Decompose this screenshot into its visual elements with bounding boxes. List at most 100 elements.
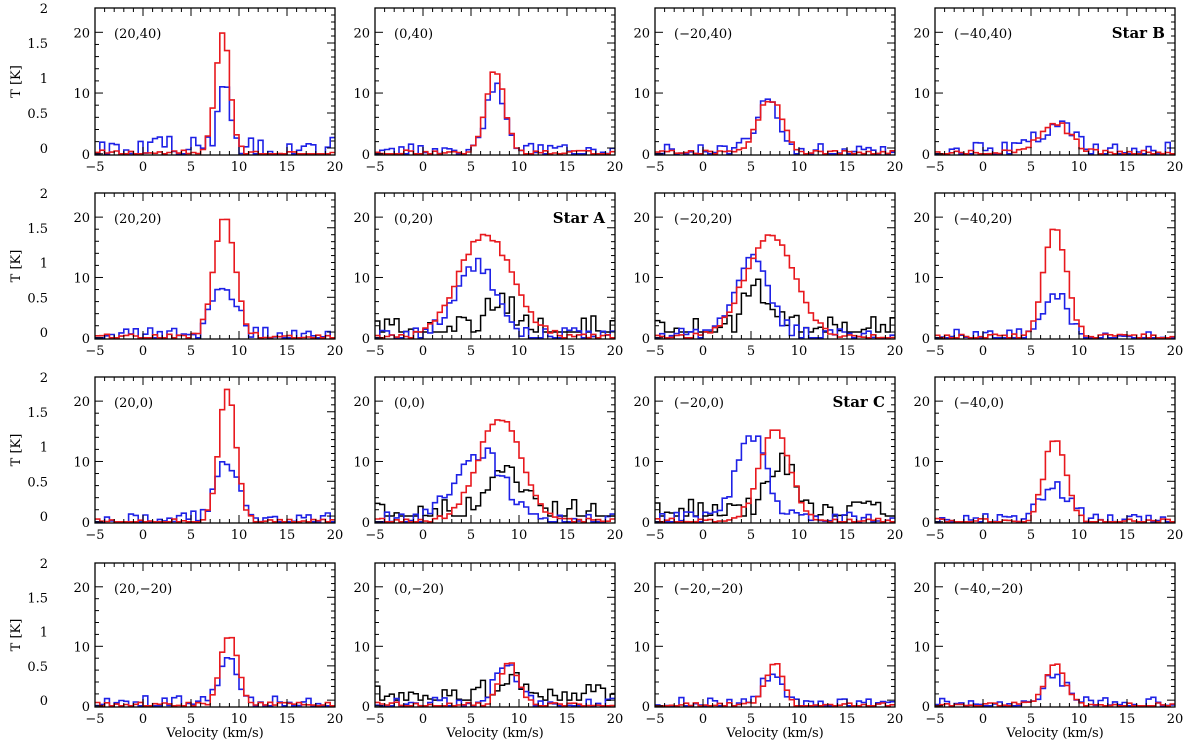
position-label: (−20,20)	[674, 212, 732, 227]
series-red-line	[655, 663, 895, 707]
series-blue-line	[655, 435, 895, 523]
x-tick-label: 5	[467, 528, 475, 543]
x-tick-label: 5	[1027, 712, 1035, 727]
x-tick-label: −5	[925, 344, 944, 359]
x-tick-label: 20	[327, 528, 344, 543]
outer-y-tick-label: 0	[40, 510, 48, 525]
series-red-line	[935, 663, 1175, 707]
y-axis-title: T [K]	[9, 434, 24, 467]
panel-frame	[94, 562, 336, 708]
y-tick-label: 10	[73, 87, 90, 102]
position-label: (−20,40)	[674, 27, 732, 42]
outer-y-tick-label: 1.5	[27, 37, 48, 52]
series-blue-line	[655, 98, 895, 155]
x-tick-label: 20	[887, 528, 904, 543]
x-tick-label: 15	[839, 160, 856, 175]
x-tick-label: 0	[699, 528, 707, 543]
series-blue-line	[375, 447, 615, 523]
series-blue-line	[935, 673, 1175, 707]
series-black-line	[655, 452, 895, 517]
x-tick-label: 5	[467, 160, 475, 175]
x-tick-label: 20	[1167, 160, 1184, 175]
x-tick-label: −5	[645, 160, 664, 175]
y-tick-label: 10	[913, 87, 930, 102]
x-tick-label: 15	[279, 528, 296, 543]
y-tick-label: 20	[73, 211, 90, 226]
y-tick-label: 0	[362, 148, 370, 163]
series-blue-line	[935, 120, 1175, 155]
y-tick-label: 20	[353, 211, 370, 226]
series-blue-line	[935, 481, 1175, 523]
y-tick-label: 10	[353, 271, 370, 286]
x-tick-label: 0	[139, 160, 147, 175]
x-axis-title: Velocity (km/s)	[165, 726, 263, 741]
series-red-line	[935, 122, 1175, 155]
y-tick-label: 20	[353, 395, 370, 410]
y-tick-label: 0	[642, 700, 650, 715]
x-tick-label: 10	[791, 712, 808, 727]
y-tick-label: 20	[913, 26, 930, 41]
y-tick-label: 10	[913, 640, 930, 655]
panel-frame	[374, 376, 616, 524]
y-tick-label: 10	[633, 271, 650, 286]
panel-frame	[654, 562, 896, 708]
x-tick-label: 10	[791, 528, 808, 543]
x-tick-label: 0	[139, 712, 147, 727]
x-tick-label: 5	[187, 528, 195, 543]
series-red-line	[655, 234, 895, 339]
x-tick-label: −5	[645, 528, 664, 543]
y-tick-label: 0	[82, 700, 90, 715]
y-tick-label: 20	[73, 395, 90, 410]
panel-frame	[934, 7, 1176, 156]
series-black-line	[375, 292, 615, 333]
position-label: (−20,0)	[674, 396, 724, 411]
x-tick-label: 0	[699, 712, 707, 727]
series-red-line	[935, 228, 1175, 339]
x-tick-label: 0	[139, 528, 147, 543]
series-blue-line	[655, 673, 895, 707]
y-tick-label: 20	[353, 581, 370, 596]
x-tick-label: 15	[559, 712, 576, 727]
y-tick-label: 20	[633, 581, 650, 596]
x-tick-label: 15	[839, 344, 856, 359]
panel-frame	[934, 192, 1176, 340]
position-label: (20,0)	[114, 396, 153, 411]
y-tick-label: 10	[913, 271, 930, 286]
outer-y-tick-label: 2	[40, 371, 48, 386]
x-tick-label: 20	[327, 344, 344, 359]
x-tick-label: −5	[645, 712, 664, 727]
series-black-line	[375, 671, 615, 701]
x-tick-label: 15	[1119, 344, 1136, 359]
x-tick-label: 15	[559, 344, 576, 359]
x-tick-label: 10	[511, 712, 528, 727]
x-tick-label: 10	[511, 160, 528, 175]
x-tick-label: 15	[559, 528, 576, 543]
x-tick-label: 5	[747, 528, 755, 543]
y-tick-label: 0	[642, 516, 650, 531]
outer-y-tick-label: 1	[40, 72, 48, 87]
x-axis-title: Velocity (km/s)	[725, 726, 823, 741]
series-red-line	[95, 636, 335, 707]
x-tick-label: −5	[85, 528, 104, 543]
x-tick-label: 10	[791, 344, 808, 359]
x-tick-label: 10	[1071, 712, 1088, 727]
x-tick-label: 0	[699, 344, 707, 359]
x-tick-label: 0	[419, 160, 427, 175]
x-tick-label: 20	[607, 712, 624, 727]
outer-y-tick-label: 1.5	[27, 406, 48, 421]
y-tick-label: 0	[82, 332, 90, 347]
outer-y-tick-label: 0	[40, 326, 48, 341]
x-tick-label: 15	[1119, 712, 1136, 727]
x-tick-label: 20	[887, 160, 904, 175]
position-label: (−40,40)	[954, 27, 1012, 42]
x-tick-label: 20	[607, 160, 624, 175]
x-tick-label: 20	[1167, 712, 1184, 727]
panel-frame	[94, 192, 336, 340]
x-tick-label: 0	[699, 160, 707, 175]
